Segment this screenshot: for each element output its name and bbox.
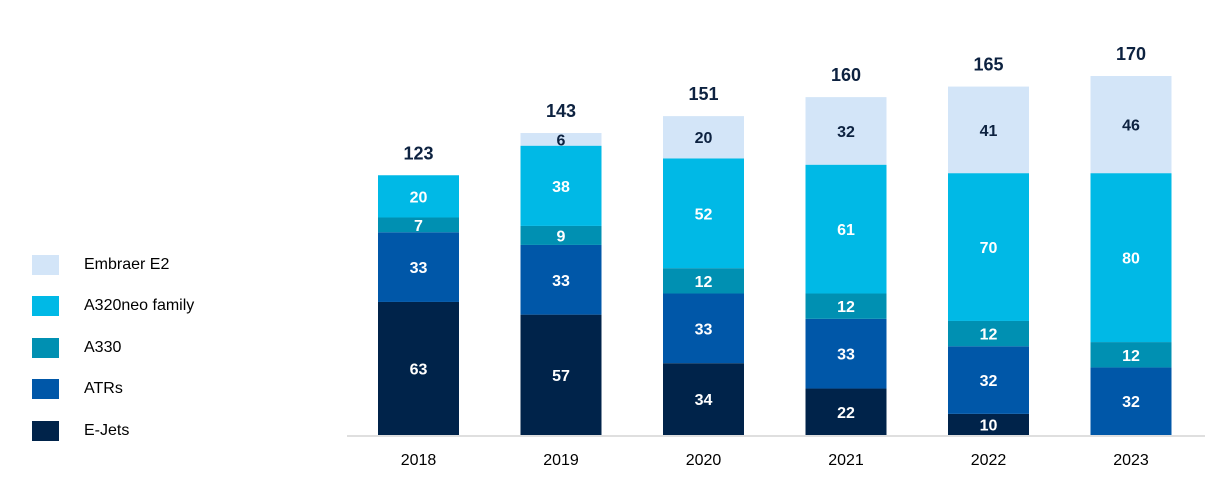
bar-segment-a330-2019 <box>520 225 602 245</box>
bar-segment-atrs-2023 <box>1090 367 1172 435</box>
x-tick-label-2020: 2020 <box>686 452 722 469</box>
legend-item-a320neo-family: A320neo family <box>32 286 194 328</box>
data-label-a330-2023: 12 <box>1122 348 1140 365</box>
bar-segment-atrs-2021 <box>805 318 887 389</box>
total-label-2023: 170 <box>1116 44 1146 64</box>
data-label-atrs-2023: 32 <box>1122 394 1140 411</box>
data-label-atrs-2021: 33 <box>837 347 855 364</box>
legend-label-atrs: ATRs <box>84 380 123 398</box>
total-label-2020: 151 <box>688 84 718 104</box>
bar-segment-e-jets-2020 <box>663 363 744 435</box>
legend-swatch-embraer-e2 <box>32 254 59 275</box>
x-axis-ticks: 2018 2019 2020 2021 2022 2023 <box>401 452 1149 469</box>
legend: Embraer E2 A320neo family A330 ATRs E-Jets <box>32 244 194 452</box>
data-label-atrs-2018: 33 <box>410 260 428 277</box>
data-label-e-jets-2018: 63 <box>410 361 428 378</box>
bar-segment-a330-2022 <box>948 320 1029 347</box>
total-label-2021: 160 <box>831 65 861 85</box>
data-label-a330-2021: 12 <box>837 299 855 316</box>
data-label-a320neo-family-2019: 38 <box>552 179 570 196</box>
data-label-e-jets-2021: 22 <box>837 405 855 422</box>
bar-segment-embraer-e2-2021 <box>805 97 887 165</box>
bar-area: 63 33 7 20 123 57 33 9 38 6 143 34 33 12 52 20 151 22 33 12… <box>378 44 1172 435</box>
bar-segment-e-jets-2018 <box>378 301 459 435</box>
bar-segment-a320neo-family-2018 <box>378 175 459 218</box>
data-label-a320neo-family-2023: 80 <box>1122 251 1140 268</box>
data-label-e-jets-2020: 34 <box>695 392 713 409</box>
legend-swatch-atrs <box>32 379 59 400</box>
x-tick-label-2018: 2018 <box>401 452 437 469</box>
data-label-a330-2022: 12 <box>980 327 998 344</box>
bar-segment-embraer-e2-2023 <box>1090 76 1172 174</box>
data-label-embraer-e2-2022: 41 <box>980 123 998 140</box>
bar-segment-a320neo-family-2020 <box>663 158 744 269</box>
data-label-e-jets-2022: 10 <box>980 417 998 434</box>
data-label-atrs-2020: 33 <box>695 321 713 338</box>
legend-item-embraer-e2: Embraer E2 <box>32 244 194 286</box>
bar-segment-a320neo-family-2021 <box>805 164 887 294</box>
legend-label-a320neo-family: A320neo family <box>84 297 195 315</box>
bar-segment-e-jets-2021 <box>805 388 887 435</box>
bar-segment-atrs-2019 <box>520 244 602 315</box>
legend-item-a330: A330 <box>32 327 194 369</box>
x-tick-label-2022: 2022 <box>971 452 1007 469</box>
bar-segment-a330-2021 <box>805 293 887 319</box>
legend-item-atrs: ATRs <box>32 369 194 411</box>
data-label-embraer-e2-2020: 20 <box>695 130 713 147</box>
data-label-a330-2018: 7 <box>414 218 423 235</box>
bar-segment-a320neo-family-2022 <box>948 173 1029 321</box>
data-label-embraer-e2-2023: 46 <box>1122 118 1140 135</box>
x-tick-label-2023: 2023 <box>1113 452 1149 469</box>
data-label-embraer-e2-2021: 32 <box>837 124 855 141</box>
total-label-2022: 165 <box>973 55 1003 75</box>
bar-segment-embraer-e2-2019 <box>520 133 602 146</box>
data-label-a320neo-family-2020: 52 <box>695 206 713 223</box>
bar-segment-e-jets-2022 <box>948 413 1029 435</box>
data-label-embraer-e2-2019: 6 <box>557 132 566 149</box>
data-label-e-jets-2019: 57 <box>552 368 570 385</box>
bar-segment-embraer-e2-2022 <box>948 86 1029 174</box>
legend-label-a330: A330 <box>84 338 122 356</box>
data-label-a330-2020: 12 <box>695 274 713 291</box>
bar-segment-embraer-e2-2020 <box>663 116 744 159</box>
legend-swatch-a330 <box>32 337 59 358</box>
total-label-2019: 143 <box>546 101 576 121</box>
data-label-atrs-2019: 33 <box>552 273 570 290</box>
data-label-a320neo-family-2021: 61 <box>837 222 855 239</box>
x-tick-label-2021: 2021 <box>828 452 864 469</box>
bar-segment-a330-2023 <box>1090 342 1172 368</box>
x-tick-label-2019: 2019 <box>543 452 579 469</box>
bar-segment-a330-2018 <box>378 217 459 233</box>
data-label-atrs-2022: 32 <box>980 373 998 390</box>
bar-segment-e-jets-2019 <box>520 314 602 435</box>
legend-label-embraer-e2: Embraer E2 <box>84 255 170 273</box>
bar-segment-a320neo-family-2019 <box>520 145 602 226</box>
data-label-a320neo-family-2018: 20 <box>410 189 428 206</box>
data-label-a330-2019: 9 <box>557 228 566 245</box>
legend-swatch-e-jets <box>32 420 59 441</box>
bar-segment-a320neo-family-2023 <box>1090 173 1172 343</box>
legend-label-e-jets: E-Jets <box>84 421 130 439</box>
bar-segment-atrs-2018 <box>378 232 459 302</box>
total-label-2018: 123 <box>403 143 433 163</box>
bar-segment-a330-2020 <box>663 268 744 294</box>
legend-item-e-jets: E-Jets <box>32 410 194 452</box>
bar-segment-atrs-2020 <box>663 293 744 364</box>
bar-segment-atrs-2022 <box>948 346 1029 414</box>
legend-swatch-a320neo-family <box>32 296 59 317</box>
data-label-a320neo-family-2022: 70 <box>980 240 998 257</box>
